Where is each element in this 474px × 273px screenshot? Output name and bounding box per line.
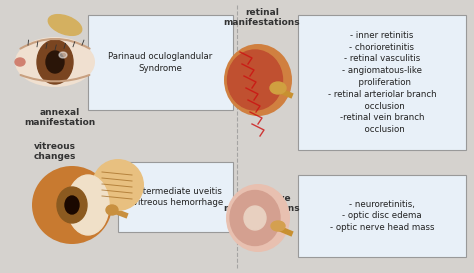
Text: vitreous
changes: vitreous changes [34,142,76,161]
Ellipse shape [228,50,283,110]
Text: optic nerve
manifestations: optic nerve manifestations [224,194,301,213]
Ellipse shape [65,196,79,214]
FancyBboxPatch shape [298,175,466,257]
Ellipse shape [15,58,25,66]
FancyBboxPatch shape [298,15,466,150]
Ellipse shape [270,82,286,94]
Ellipse shape [37,40,73,84]
FancyArrowPatch shape [20,75,90,81]
Ellipse shape [32,166,112,244]
Circle shape [92,159,144,211]
Text: - inner retinitis
- chorioretinitis
- retinal vasculitis
- angiomatous-like
  pr: - inner retinitis - chorioretinitis - re… [328,31,436,134]
FancyBboxPatch shape [88,15,233,110]
Ellipse shape [59,52,67,58]
Ellipse shape [48,15,82,35]
Ellipse shape [106,205,118,215]
Ellipse shape [230,191,280,245]
Text: - neuroretinitis,
- optic disc edema
- optic nerve head mass: - neuroretinitis, - optic disc edema - o… [330,200,434,232]
Ellipse shape [67,175,109,235]
Ellipse shape [244,206,266,230]
Text: annexal
manifestation: annexal manifestation [24,108,96,127]
Ellipse shape [226,184,290,252]
Ellipse shape [15,37,95,87]
Ellipse shape [224,44,292,116]
Text: - intermediate uveitis
- vitreous hemorrhage: - intermediate uveitis - vitreous hemorr… [128,187,224,207]
Text: Parinaud oculoglandular
Syndrome: Parinaud oculoglandular Syndrome [109,52,213,73]
Ellipse shape [46,51,64,73]
Ellipse shape [271,221,285,231]
FancyBboxPatch shape [118,162,233,232]
Ellipse shape [57,187,87,223]
Text: retinal
manifestations: retinal manifestations [224,8,301,27]
FancyArrowPatch shape [20,39,90,49]
